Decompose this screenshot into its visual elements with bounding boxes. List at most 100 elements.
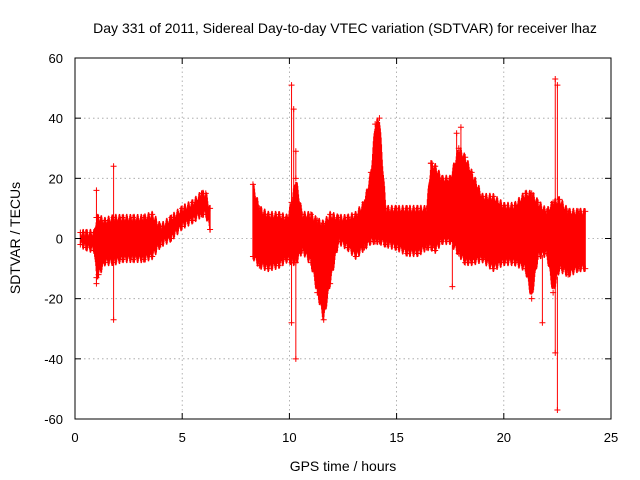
envelope-point [157,223,164,230]
envelope-point [511,259,518,266]
envelope-point [344,214,351,221]
envelope-point [393,205,400,212]
envelope-point [511,202,518,209]
envelope-point [344,244,351,251]
envelope-point [550,199,557,206]
envelope-point [275,211,282,218]
envelope-point [415,250,422,257]
data-series [77,76,589,413]
envelope-point [468,169,475,176]
envelope-point [367,169,374,176]
envelope-point [372,121,379,128]
y-tick-label: -20 [44,292,63,307]
envelope-point [314,289,321,296]
envelope-point [299,247,306,254]
envelope-point [535,253,542,260]
axis-ticks: 0 5 10 15 20 25 -60 -40 -20 0 20 40 60 [44,51,618,445]
envelope-point [202,190,209,197]
envelope-point [500,202,507,209]
envelope-point [249,181,256,188]
envelope-point [455,250,462,257]
envelope-point [168,214,175,221]
spike-point [290,106,297,113]
spike-point [539,319,546,326]
y-tick-label: 40 [49,111,63,126]
envelope-point [119,214,126,221]
envelope-point [582,208,589,215]
envelope-point [284,256,291,263]
spike-point [449,283,456,290]
spike-point [288,82,295,89]
envelope-point [447,175,454,182]
envelope-point [543,250,550,257]
spike-point [552,76,559,83]
spike-point [288,319,295,326]
envelope-point [490,193,497,200]
envelope-point [522,265,529,272]
envelope-point [361,244,368,251]
envelope-point [490,265,497,272]
envelope-point [447,238,454,245]
spike-point [554,82,561,89]
envelope-point [129,256,136,263]
envelope-point [140,256,147,263]
envelope-point [256,262,263,269]
envelope-point [95,271,102,278]
x-tick-label: 20 [497,430,511,445]
envelope-point [320,220,327,227]
envelope-point [528,190,535,197]
envelope-point [264,265,271,272]
envelope-point [535,199,542,206]
envelope-point [468,259,475,266]
envelope-point [307,211,314,218]
envelope-point [462,259,469,266]
spike-point [554,406,561,413]
envelope-point [320,316,327,323]
envelope-point [565,271,572,278]
spike-point [453,130,460,137]
chart-title: Day 331 of 2011, Sidereal Day-to-day VTE… [93,20,597,36]
envelope-point [427,244,434,251]
envelope-point [157,241,164,248]
envelope-point [565,208,572,215]
envelope-point [168,235,175,242]
envelope-point [432,163,439,170]
envelope-point [335,238,342,245]
y-tick-label: 20 [49,171,63,186]
envelope-point [299,211,306,218]
y-axis-label: SDTVAR / TECUs [7,182,23,294]
envelope-point [202,211,209,218]
envelope-point [432,247,439,254]
envelope-point [462,154,469,161]
envelope-point [119,256,126,263]
envelope-point [352,253,359,260]
envelope-point [479,256,486,263]
envelope-point [423,205,430,212]
envelope-point [149,253,156,260]
spike-point [110,163,117,170]
envelope-point [189,217,196,224]
envelope-point [102,259,109,266]
envelope-point [327,280,334,287]
envelope-point [91,247,98,254]
envelope-point [361,199,368,206]
x-tick-label: 15 [389,430,403,445]
y-tick-label: 60 [49,51,63,66]
y-tick-label: 0 [56,232,63,247]
envelope-point [528,295,535,302]
envelope-point [256,205,263,212]
envelope-point [82,229,89,236]
spike-point [457,124,464,131]
envelope-point [249,253,256,260]
envelope-point [77,241,84,248]
envelope-point [149,211,156,218]
spike-point [292,355,299,362]
envelope-point [352,211,359,218]
envelope-point [415,205,422,212]
x-axis-label: GPS time / hours [290,458,397,474]
envelope-point [500,259,507,266]
envelope-point [275,262,282,269]
envelope-point [522,190,529,197]
envelope-point [314,217,321,224]
spike-point [427,160,434,167]
